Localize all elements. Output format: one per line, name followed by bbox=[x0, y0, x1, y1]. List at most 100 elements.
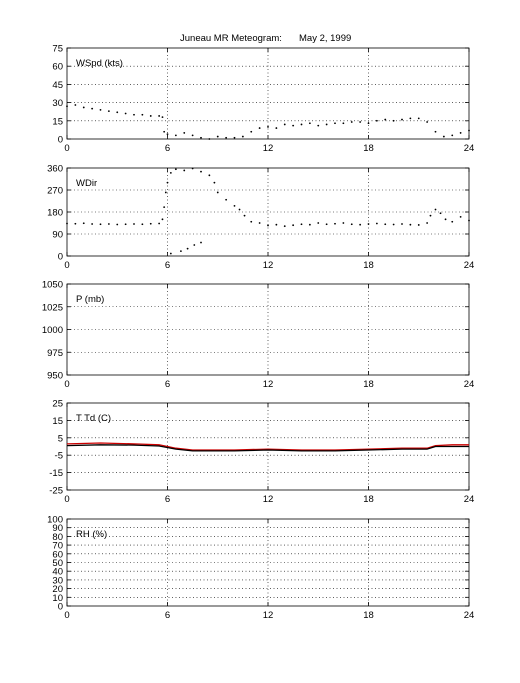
y-tick-label: 15 bbox=[52, 116, 63, 127]
data-point bbox=[183, 169, 186, 172]
x-tick-label: 6 bbox=[165, 379, 170, 390]
data-point bbox=[367, 122, 370, 125]
y-tick-label: 50 bbox=[52, 558, 63, 569]
panel-label: T Td (C) bbox=[76, 413, 111, 424]
data-point bbox=[163, 206, 166, 209]
data-point bbox=[133, 223, 135, 225]
data-point bbox=[200, 136, 202, 139]
data-point bbox=[91, 107, 94, 110]
data-point bbox=[124, 223, 127, 226]
data-point bbox=[66, 222, 68, 225]
data-point bbox=[169, 171, 172, 174]
y-tick-label: 975 bbox=[47, 348, 63, 359]
data-point bbox=[161, 218, 164, 221]
data-point bbox=[468, 129, 470, 132]
x-tick-label: 12 bbox=[263, 494, 274, 505]
x-tick-label: 24 bbox=[464, 379, 475, 390]
chart-panel-1: 0 15 30 45 60 75 0 6 12 18 24 WSpd (kts) bbox=[52, 44, 474, 155]
data-point bbox=[401, 223, 403, 225]
data-point bbox=[292, 124, 295, 127]
data-point bbox=[141, 223, 144, 226]
x-tick-label: 12 bbox=[263, 610, 274, 621]
data-point bbox=[158, 115, 161, 117]
y-tick-label: 1050 bbox=[42, 280, 63, 291]
data-point bbox=[350, 223, 353, 226]
data-point bbox=[384, 223, 387, 226]
data-point bbox=[99, 108, 102, 111]
y-tick-label: 0 bbox=[58, 252, 63, 263]
chart-panel-4: -25 -15 -5 5 15 25 0 6 12 18 24 T Td (C) bbox=[49, 399, 474, 506]
data-point bbox=[317, 124, 320, 127]
data-point bbox=[392, 223, 395, 226]
data-point bbox=[308, 122, 311, 125]
data-point bbox=[225, 198, 228, 201]
series-line bbox=[66, 442, 469, 451]
data-point bbox=[367, 223, 370, 225]
y-tick-label: 950 bbox=[47, 371, 63, 382]
y-tick-label: 60 bbox=[52, 549, 63, 560]
y-tick-label: -25 bbox=[49, 486, 63, 497]
data-point bbox=[300, 223, 303, 226]
data-point bbox=[283, 123, 286, 126]
y-tick-label: 180 bbox=[47, 208, 63, 219]
data-point bbox=[183, 132, 186, 134]
data-point bbox=[200, 241, 202, 244]
data-point bbox=[426, 222, 429, 224]
x-tick-label: 0 bbox=[64, 143, 69, 154]
data-point bbox=[216, 191, 219, 194]
x-tick-label: 0 bbox=[64, 494, 69, 505]
data-point bbox=[191, 134, 194, 137]
y-tick-label: 40 bbox=[52, 567, 63, 578]
data-point bbox=[334, 122, 336, 125]
y-tick-label: 45 bbox=[52, 80, 63, 91]
x-tick-label: 24 bbox=[464, 260, 475, 271]
data-point bbox=[141, 113, 144, 116]
data-point bbox=[74, 104, 77, 106]
x-tick-label: 0 bbox=[64, 379, 69, 390]
data-point bbox=[325, 223, 328, 226]
data-point bbox=[233, 136, 236, 139]
data-point bbox=[174, 168, 177, 171]
x-tick-label: 18 bbox=[363, 143, 374, 154]
data-point bbox=[308, 223, 311, 226]
data-point bbox=[375, 119, 378, 122]
x-tick-label: 18 bbox=[363, 610, 374, 621]
data-point bbox=[417, 224, 420, 226]
data-point bbox=[74, 222, 77, 225]
data-point bbox=[275, 127, 278, 129]
y-tick-label: -5 bbox=[55, 451, 63, 462]
data-point bbox=[317, 222, 320, 224]
panel-label: WDir bbox=[76, 178, 97, 189]
data-point bbox=[161, 116, 164, 119]
y-tick-label: 80 bbox=[52, 532, 63, 543]
data-point bbox=[444, 218, 447, 221]
y-tick-label: 30 bbox=[52, 98, 63, 109]
data-point bbox=[283, 225, 286, 228]
data-point bbox=[359, 223, 362, 226]
data-point bbox=[164, 191, 167, 194]
data-point bbox=[233, 204, 236, 207]
data-point bbox=[225, 136, 228, 139]
data-point bbox=[439, 212, 442, 215]
data-point bbox=[267, 125, 269, 128]
data-point bbox=[334, 222, 336, 225]
y-tick-label: 360 bbox=[47, 164, 63, 175]
y-tick-label: 30 bbox=[52, 575, 63, 586]
data-point bbox=[459, 132, 462, 134]
data-point bbox=[186, 247, 189, 250]
data-point bbox=[292, 224, 295, 227]
y-tick-label: 70 bbox=[52, 541, 63, 552]
y-tick-label: 5 bbox=[58, 433, 63, 444]
data-point bbox=[82, 106, 85, 109]
data-point bbox=[250, 130, 253, 133]
data-point bbox=[149, 222, 152, 225]
data-point bbox=[180, 250, 182, 253]
y-tick-label: 1025 bbox=[42, 302, 63, 313]
data-point bbox=[107, 110, 110, 112]
data-point bbox=[401, 118, 403, 121]
x-tick-label: 18 bbox=[363, 260, 374, 271]
data-point bbox=[163, 130, 166, 133]
data-point bbox=[359, 121, 362, 123]
figure-title: Juneau MR Meteogram: bbox=[180, 33, 282, 44]
